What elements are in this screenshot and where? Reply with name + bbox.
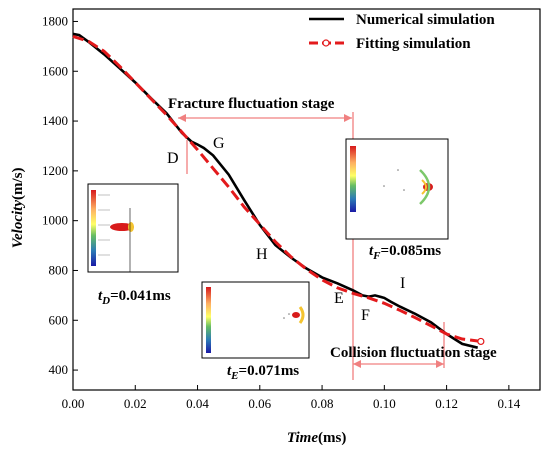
svg-text:tE=0.071ms: tE=0.071ms (227, 363, 299, 382)
svg-text:tD=0.041ms: tD=0.041ms (98, 288, 171, 307)
point-label-e: E (334, 290, 344, 307)
inset-e (201, 281, 310, 359)
x-tick-label: 0.06 (248, 396, 271, 411)
x-tick-label: 0.08 (311, 396, 334, 411)
y-tick-label: 600 (49, 312, 69, 327)
inset-f-colorbar (350, 146, 356, 212)
legend: Numerical simulation Fitting simulation (309, 12, 495, 52)
x-tick-label: 0.04 (186, 396, 209, 411)
inset-e-colorbar (206, 287, 211, 353)
fitting-end-marker (477, 337, 485, 346)
inset-f-label: tF=0.085ms (369, 243, 441, 262)
y-tick-label: 1600 (42, 63, 68, 78)
y-axis: 400 600 800 1000 1200 1400 1600 1800 (42, 13, 78, 377)
fracture-stage-label: Fracture fluctuation stage (168, 96, 335, 112)
y-axis-unit: (m/s) (10, 168, 26, 201)
y-tick-label: 1000 (42, 213, 68, 228)
point-label-f: F (361, 307, 370, 324)
point-label-i: I (400, 275, 405, 292)
x-axis: 0.00 0.02 0.04 0.06 0.08 0.10 0.12 0.14 (62, 385, 521, 411)
svg-text:tF=0.085ms: tF=0.085ms (369, 243, 441, 262)
y-tick-label: 1200 (42, 163, 68, 178)
collision-stage-annotation: Collision fluctuation stage (186, 140, 497, 368)
x-tick-label: 0.02 (124, 396, 147, 411)
x-axis-unit: (ms) (318, 430, 346, 446)
y-tick-label: 800 (49, 262, 69, 277)
x-tick-label: 0.10 (373, 396, 396, 411)
plot-frame (72, 8, 541, 391)
legend-marker-fitting (322, 39, 330, 47)
inset-d-colorbar (91, 190, 96, 266)
inset-d-projectile (110, 223, 134, 231)
x-tick-label: 0.14 (497, 396, 520, 411)
inset-d-label: tD=0.041ms (98, 288, 171, 307)
y-tick-label: 400 (49, 362, 69, 377)
x-tick-label: 0.12 (435, 396, 458, 411)
collision-stage-label: Collision fluctuation stage (330, 345, 497, 361)
point-label-d: D (167, 150, 179, 167)
legend-label-fitting: Fitting simulation (356, 36, 471, 52)
inset-e-projectile (292, 312, 300, 318)
x-tick-label: 0.00 (62, 396, 85, 411)
y-axis-title: Velocity (10, 200, 26, 249)
inset-e-label: tE=0.071ms (227, 363, 299, 382)
y-tick-label: 1800 (42, 13, 68, 28)
inset-f (345, 138, 449, 240)
x-axis-title: Time (287, 430, 318, 446)
y-axis-title-group: Velocity (m/s) (10, 168, 26, 249)
point-label-h: H (256, 246, 268, 263)
legend-label-numerical: Numerical simulation (356, 12, 495, 28)
inset-e-frame (201, 281, 310, 359)
inset-d (87, 183, 179, 273)
inset-f-frame (345, 138, 449, 240)
series-fitting-simulation (72, 34, 481, 343)
point-label-g: G (213, 135, 225, 152)
y-tick-label: 1400 (42, 113, 68, 128)
